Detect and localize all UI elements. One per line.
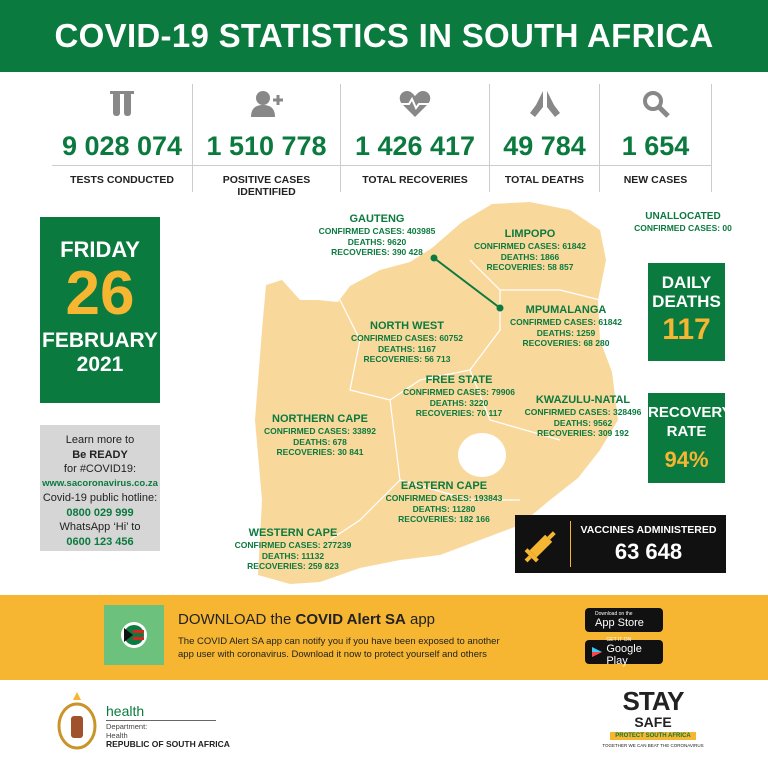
province-stat: CONFIRMED CASES: 79906 (403, 387, 515, 397)
province-name: NORTHERN CAPE (272, 413, 368, 425)
province-eastern-cape: EASTERN CAPE CONFIRMED CASES: 193843 DEATH… (386, 480, 503, 525)
province-stat: CONFIRMED CASES: 00 (634, 223, 732, 233)
province-stat: RECOVERIES: 259 823 (247, 561, 339, 571)
province-stat: DEATHS: 11280 (412, 503, 476, 514)
province-stat: DEATHS: 1866 (500, 251, 560, 262)
recovery-rate-box: RECOVERY RATE 94% (648, 393, 732, 483)
province-name: WESTERN CAPE (248, 527, 338, 539)
province-stat: CONFIRMED CASES: 403985 (318, 226, 436, 236)
stat-positive: 1 510 778 POSITIVE CASES IDENTIFIED (193, 84, 341, 198)
website-link[interactable]: www.sacoronavirus.co.za (42, 477, 158, 489)
app-banner: DOWNLOAD the COVID Alert SA app The COVI… (0, 595, 768, 680)
province-name: GAUTENG (349, 213, 405, 225)
province-stat: RECOVERIES: 30 841 (276, 447, 364, 457)
province-mpumalanga: MPUMALANGA CONFIRMED CASES: 61842 DEATHS: … (510, 304, 622, 349)
province-name: FREE STATE (425, 374, 493, 386)
province-gauteng: GAUTENG CONFIRMED CASES: 403985 DEATHS: 96… (319, 213, 436, 258)
province-stat: RECOVERIES: 56 713 (363, 354, 451, 364)
whatsapp-number: 0600 123 456 (66, 535, 134, 548)
google-play-button[interactable]: GET IT ON Google Play (585, 637, 663, 667)
province-name: LIMPOPO (504, 228, 556, 240)
page-title: COVID-19 STATISTICS IN SOUTH AFRICA (0, 0, 768, 72)
province-stat: RECOVERIES: 68 280 (522, 338, 610, 348)
google-play-icon (592, 647, 602, 657)
stat-tests: 9 028 074 TESTS CONDUCTED (52, 84, 193, 192)
hotline-number: 0800 029 999 (66, 506, 134, 519)
province-stat: RECOVERIES: 58 857 (486, 262, 574, 272)
info-box: Learn more to Be READY for #COVID19: www… (40, 425, 160, 551)
province-stat: CONFIRMED CASES: 61842 (474, 241, 586, 251)
province-name: UNALLOCATED (645, 211, 721, 222)
province-stat: CONFIRMED CASES: 328496 (524, 407, 642, 417)
stat-deaths: 49 784 TOTAL DEATHS (490, 84, 600, 192)
daily-deaths-box: DAILY DEATHS 117 (648, 263, 725, 361)
stay-safe-logo: STAY SAFE PROTECT SOUTH AFRICA TOGETHER … (602, 686, 704, 748)
stat-new-cases: 1 654 NEW CASES (600, 84, 712, 192)
province-stat: CONFIRMED CASES: 277239 (234, 540, 352, 550)
stat-recoveries: 1 426 417 TOTAL RECOVERIES (341, 84, 490, 192)
province-stat: CONFIRMED CASES: 61842 (510, 317, 622, 327)
date-box: FRIDAY 26 FEBRUARY 2021 (40, 217, 160, 403)
province-name: KWAZULU-NATAL (535, 394, 631, 406)
province-kwazulu-natal: KWAZULU-NATAL CONFIRMED CASES: 328496 DEAT… (525, 394, 642, 439)
add-user-icon (193, 84, 340, 124)
province-stat: CONFIRMED CASES: 33892 (264, 426, 376, 436)
vaccines-box: VACCINES ADMINISTERED 63 648 (515, 515, 726, 573)
province-stat: DEATHS: 678 (293, 436, 347, 447)
unallocated: UNALLOCATED CONFIRMED CASES: 00 (634, 210, 732, 234)
test-tubes-icon (52, 84, 192, 124)
heartbeat-icon (341, 84, 489, 124)
province-stat: DEATHS: 1259 (536, 327, 596, 338)
province-stat: DEATHS: 9620 (347, 236, 407, 247)
province-stat: RECOVERIES: 309 192 (537, 428, 629, 438)
province-stat: RECOVERIES: 182 166 (398, 514, 490, 524)
province-stat: RECOVERIES: 70 117 (415, 408, 503, 418)
province-name: NORTH WEST (370, 320, 444, 332)
covid-alert-app-icon[interactable] (104, 605, 164, 665)
province-stat: DEATHS: 11132 (261, 550, 325, 561)
province-northern-cape: NORTHERN CAPE CONFIRMED CASES: 33892 DEATH… (264, 413, 376, 458)
magnifier-icon (600, 84, 711, 124)
province-western-cape: WESTERN CAPE CONFIRMED CASES: 277239 DEATH… (235, 527, 352, 572)
app-store-button[interactable]: Download on the App Store (585, 608, 663, 632)
province-stat: DEATHS: 9562 (553, 417, 613, 428)
province-free-state: FREE STATE CONFIRMED CASES: 79906 DEATHS: … (403, 374, 515, 419)
province-stat: CONFIRMED CASES: 193843 (385, 493, 503, 503)
syringe-icon (515, 521, 571, 567)
province-stat: DEATHS: 3220 (429, 397, 489, 408)
province-name: MPUMALANGA (525, 304, 607, 316)
province-limpopo: LIMPOPO CONFIRMED CASES: 61842 DEATHS: 186… (474, 228, 586, 273)
province-stat: DEATHS: 1167 (378, 343, 436, 354)
province-name: EASTERN CAPE (400, 480, 488, 492)
coat-of-arms-logo (55, 690, 100, 752)
praying-hands-icon (490, 84, 599, 124)
province-north-west: NORTH WEST CONFIRMED CASES: 60752 DEATHS: … (351, 320, 463, 365)
province-stat: RECOVERIES: 390 428 (331, 247, 423, 257)
province-stat: CONFIRMED CASES: 60752 (351, 333, 463, 343)
